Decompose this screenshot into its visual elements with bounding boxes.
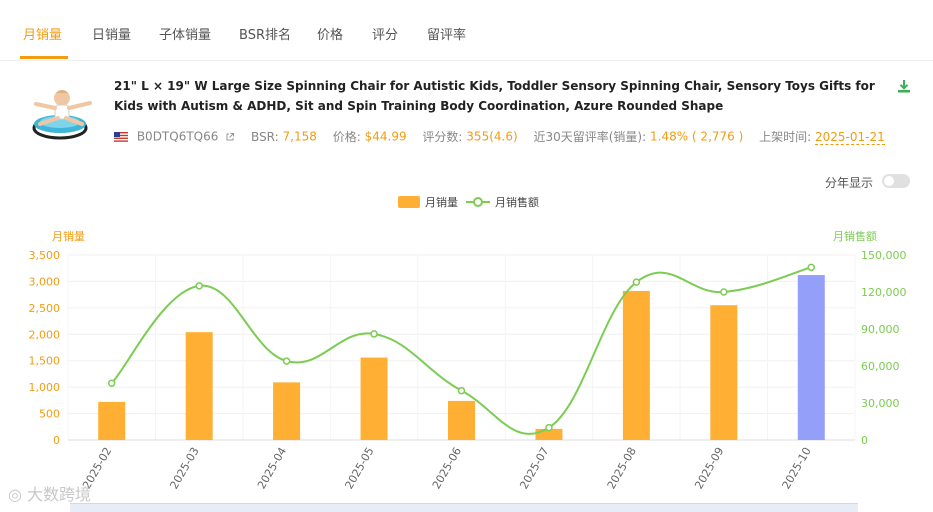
product-image (32, 90, 92, 140)
tab-review-rate[interactable]: 留评率 (427, 28, 467, 43)
bar-2025-09 (710, 305, 738, 440)
revenue-point-2025-08 (632, 278, 641, 286)
revenue-point-2025-03 (195, 282, 203, 290)
y-right-tick-label: 30,000 (861, 397, 900, 410)
y-right-tick-label: 150,000 (861, 249, 907, 262)
bar-2025-06 (448, 400, 475, 440)
product-title[interactable]: 21" L × 19" W Large Size Spinning Chair … (114, 79, 875, 113)
review-rate-value: 1.48% ( 2,776 ) (650, 129, 744, 144)
bsr-value: 7,158 (282, 129, 317, 144)
bar-2025-05 (360, 357, 388, 440)
active-tab-indicator (20, 56, 68, 59)
external-link-icon[interactable] (225, 132, 235, 142)
legend-line-swatch (466, 197, 490, 207)
listed-date-value: 2025-01-21 (814, 129, 885, 145)
product-meta: B0DTQ6TQ66 BSR: 7,158 价格: $44.99 评分数: 35… (114, 128, 885, 146)
bar-2025-10 (797, 275, 825, 440)
y-right-tick-label: 60,000 (861, 360, 900, 373)
x-tick-label: 2025-09 (692, 445, 726, 491)
x-tick-label: 2025-03 (168, 445, 202, 491)
tab-rating[interactable]: 评分 (372, 28, 399, 43)
listed-date-label: 上架时间: (759, 130, 812, 144)
tab-variant-sales[interactable]: 子体销量 (159, 28, 212, 43)
legend-item-monthly-revenue[interactable]: 月销售额 (466, 194, 539, 210)
watermark-text: 大数跨境 (27, 485, 92, 504)
bar-2025-07 (535, 428, 563, 440)
tab-price[interactable]: 价格 (317, 28, 344, 43)
y-left-tick-label: 2,500 (29, 302, 61, 315)
y-right-tick-label: 0 (861, 434, 868, 447)
y-axis-right-title: 月销售额 (833, 230, 877, 243)
legend-item-monthly-sales[interactable]: 月销量 (398, 194, 458, 210)
x-tick-label: 2025-07 (517, 445, 551, 491)
chart-zoom-scrollbar[interactable] (70, 503, 858, 512)
x-tick-label: 2025-05 (342, 445, 376, 491)
price-value: $44.99 (364, 129, 407, 144)
asin[interactable]: B0DTQ6TQ66 (136, 129, 219, 144)
y-left-tick-label: 0 (53, 434, 60, 447)
y-left-tick-label: 500 (39, 408, 60, 421)
review-rate-label: 近30天留评率(销量): (533, 130, 647, 144)
x-tick-label: 2025-04 (255, 445, 289, 491)
revenue-point-2025-05 (370, 330, 378, 338)
y-left-tick-label: 1,500 (29, 355, 61, 368)
revenue-point-2025-09 (720, 288, 728, 296)
x-tick-label: 2025-08 (605, 445, 639, 491)
us-flag-icon (114, 131, 128, 142)
tab-bar: 月销量 日销量 子体销量 BSR排名 价格 评分 留评率 (0, 0, 933, 61)
toggle-knob (884, 176, 894, 186)
year-toggle-label: 分年显示 (825, 176, 874, 190)
y-right-tick-label: 120,000 (861, 286, 907, 299)
revenue-point-2025-02 (107, 379, 116, 388)
y-left-tick-label: 3,000 (29, 275, 61, 288)
legend-label-monthly-sales: 月销量 (425, 196, 458, 209)
bar-2025-08 (622, 290, 650, 440)
y-right-tick-label: 90,000 (861, 323, 900, 336)
rating-label: 评分数: (422, 130, 463, 144)
tab-bsr-rank[interactable]: BSR排名 (239, 28, 291, 43)
revenue-point-2025-07 (545, 423, 553, 432)
bar-2025-02 (98, 401, 126, 440)
x-tick-label: 2025-10 (780, 445, 814, 491)
tab-monthly-sales[interactable]: 月销量 (23, 28, 63, 43)
x-tick-label: 2025-06 (430, 445, 464, 491)
y-left-tick-label: 1,000 (29, 381, 61, 394)
revenue-point-2025-06 (457, 386, 466, 395)
legend-bar-swatch (398, 196, 420, 208)
y-left-tick-label: 2,000 (29, 328, 61, 341)
y-left-tick-label: 3,500 (29, 249, 61, 262)
tab-daily-sales[interactable]: 日销量 (92, 28, 132, 43)
y-axis-left-title: 月销量 (52, 230, 85, 243)
bar-2025-04 (273, 382, 301, 440)
download-icon[interactable] (896, 78, 912, 94)
price-label: 价格: (332, 130, 361, 144)
revenue-point-2025-04 (282, 357, 291, 365)
year-toggle-switch[interactable] (882, 174, 910, 188)
bsr-label: BSR: (251, 129, 279, 144)
rating-value: 355(4.6) (466, 129, 518, 144)
watermark-logo: ◎ 大数跨境 (8, 485, 92, 504)
bar-2025-03 (185, 332, 213, 440)
revenue-point-2025-10 (807, 263, 816, 272)
legend-label-monthly-revenue: 月销售额 (495, 196, 539, 209)
